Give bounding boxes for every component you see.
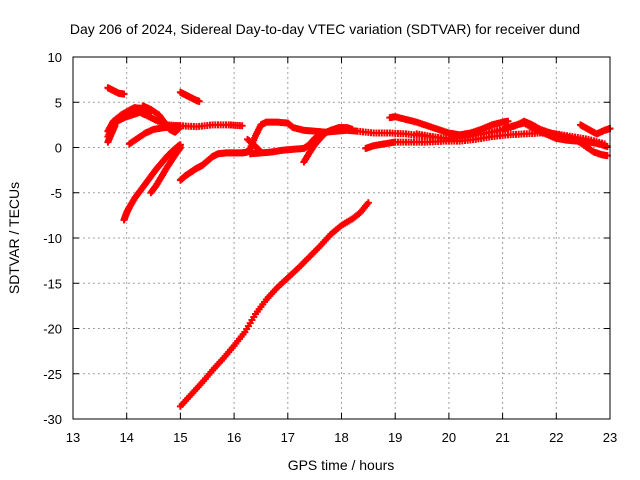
x-tick-label: 13 xyxy=(66,430,80,445)
axis-ticks xyxy=(72,56,611,420)
data-point xyxy=(111,122,119,130)
x-tick-label: 16 xyxy=(227,430,241,445)
series-track-13 xyxy=(300,129,329,166)
y-tick-label: 0 xyxy=(55,141,62,156)
series-layer xyxy=(104,84,614,410)
y-tick-label: -20 xyxy=(43,322,62,337)
data-point xyxy=(238,122,246,130)
x-tick-label: 19 xyxy=(388,430,402,445)
y-tick-label: 5 xyxy=(55,95,62,110)
x-tick-label: 22 xyxy=(549,430,563,445)
series-track-18 xyxy=(176,199,372,410)
y-tick-labels: -30 -25 -20 -15 -10 -5 0 5 10 xyxy=(43,50,62,427)
data-point xyxy=(175,124,183,132)
data-point xyxy=(195,97,203,105)
x-tick-label: 18 xyxy=(334,430,348,445)
y-tick-label: -15 xyxy=(43,276,62,291)
series-track-1 xyxy=(104,84,128,98)
y-tick-label: 10 xyxy=(48,50,62,65)
x-tick-label: 15 xyxy=(173,430,187,445)
series-track-5 xyxy=(125,122,184,148)
x-tick-labels: 13 14 15 16 17 18 19 20 21 22 23 xyxy=(66,430,617,445)
series-track-8 xyxy=(147,144,184,197)
series-track-6 xyxy=(139,102,183,136)
data-point xyxy=(601,140,609,148)
x-axis-label: GPS time / hours xyxy=(288,457,395,473)
data-point xyxy=(321,129,329,137)
x-tick-label: 20 xyxy=(442,430,456,445)
series-track-4 xyxy=(104,122,119,146)
y-axis-label: SDTVAR / TECUs xyxy=(6,182,22,294)
y-tick-label: -10 xyxy=(43,231,62,246)
series-track-17 xyxy=(576,121,614,138)
y-tick-label: -25 xyxy=(43,367,62,382)
x-tick-label: 23 xyxy=(603,430,617,445)
data-point xyxy=(348,125,356,133)
data-point xyxy=(120,90,128,98)
data-point xyxy=(364,199,372,207)
series-track-9 xyxy=(176,88,203,105)
x-tick-label: 14 xyxy=(119,430,133,445)
x-tick-label: 17 xyxy=(281,430,295,445)
data-point xyxy=(504,117,512,125)
y-tick-label: -5 xyxy=(50,186,62,201)
chart-title: Day 206 of 2024, Sidereal Day-to-day VTE… xyxy=(70,21,580,37)
series-track-16 xyxy=(413,117,611,160)
y-tick-label: -30 xyxy=(43,412,62,427)
data-point xyxy=(176,144,184,151)
x-tick-label: 21 xyxy=(495,430,509,445)
